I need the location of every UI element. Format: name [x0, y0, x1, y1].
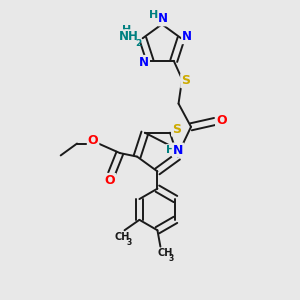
Text: S: S [172, 123, 181, 136]
Text: 2: 2 [136, 39, 142, 48]
Text: N: N [158, 12, 168, 26]
Text: O: O [216, 114, 226, 128]
Text: O: O [88, 134, 98, 147]
Text: O: O [105, 174, 115, 187]
Text: NH: NH [119, 30, 139, 43]
Text: N: N [182, 30, 192, 43]
Text: N: N [173, 143, 183, 157]
Text: CH: CH [157, 248, 172, 258]
Text: H: H [166, 145, 176, 155]
Text: H: H [122, 25, 131, 35]
Text: H: H [149, 10, 158, 20]
Text: 3: 3 [169, 254, 174, 263]
Text: N: N [139, 56, 149, 69]
Text: 3: 3 [126, 238, 131, 247]
Text: S: S [181, 74, 190, 87]
Text: CH: CH [115, 232, 130, 242]
